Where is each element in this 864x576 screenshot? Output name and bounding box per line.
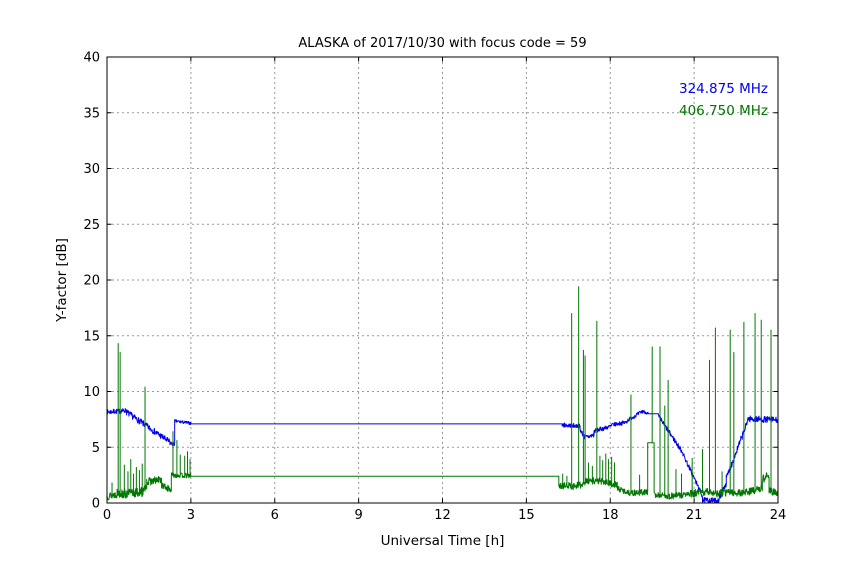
x-tick-label: 6 xyxy=(271,508,279,523)
x-tick-label: 15 xyxy=(518,508,535,523)
y-axis-label: Y-factor [dB] xyxy=(54,238,70,322)
y-tick-label: 15 xyxy=(83,329,100,344)
legend-entry-324: 324.875 MHz xyxy=(678,81,768,97)
y-tick-label: 40 xyxy=(83,51,100,66)
x-tick-label: 24 xyxy=(770,508,787,523)
y-tick-label: 30 xyxy=(83,162,100,177)
x-tick-label: 9 xyxy=(354,508,362,523)
y-tick-label: 20 xyxy=(83,274,100,289)
y-tick-label: 0 xyxy=(92,497,100,512)
chart-title: ALASKA of 2017/10/30 with focus code = 5… xyxy=(298,36,587,51)
y-tick-label: 10 xyxy=(83,385,100,400)
legend-entry-406: 406.750 MHz xyxy=(678,102,768,119)
y-tick-label: 35 xyxy=(83,106,100,121)
x-tick-label: 3 xyxy=(187,508,195,523)
x-tick-label: 12 xyxy=(434,508,451,523)
x-tick-label: 18 xyxy=(602,508,619,523)
x-tick-label: 0 xyxy=(103,508,111,523)
legend: 324.875 MHz 406.750 MHz xyxy=(679,79,768,122)
y-tick-label: 25 xyxy=(83,218,100,233)
x-tick-label: 21 xyxy=(686,508,703,523)
y-tick-label: 5 xyxy=(92,441,100,456)
x-axis-label: Universal Time [h] xyxy=(380,533,505,549)
